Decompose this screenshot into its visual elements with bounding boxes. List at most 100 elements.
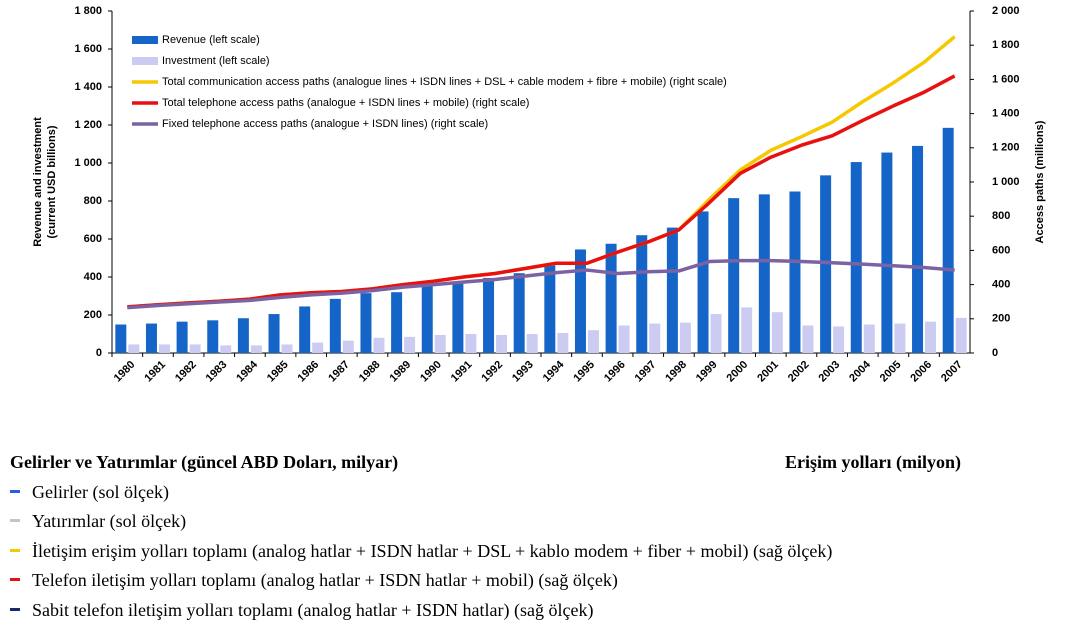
x-tick-label: 1986 [296,359,322,385]
bar [912,145,924,353]
line [127,74,956,309]
bar [666,227,678,353]
y-tick-label: 1 800 [74,5,102,17]
y2-tick-label: 800 [992,210,1010,222]
bar [237,318,249,353]
caption-item: İletişim erişim yolları toplamı (analog … [10,541,832,562]
bar [802,325,814,353]
x-tick-label: 1987 [326,359,352,385]
x-tick-label: 2004 [847,358,873,384]
x-tick-label: 1997 [633,359,659,385]
bar [942,127,954,353]
y-tick-label: 800 [84,195,102,207]
bar [710,314,722,353]
x-tick-label: 1993 [510,359,536,385]
bar [789,191,801,353]
chart: 0 200 400 600 800 1 000 1 200 1 400 1 600 1 800 0 2… [32,5,1046,385]
bar [649,323,661,353]
y2-tick-label: 200 [992,313,1010,325]
bar [250,345,262,353]
x-tick-label: 2001 [755,359,781,385]
bar [618,325,630,353]
bar [268,314,280,353]
caption-item: Yatırımlar (sol ölçek) [10,511,186,532]
x-tick-label: 1990 [418,359,444,385]
legend-label: Revenue (left scale) [162,34,260,46]
bar [299,306,311,353]
y-axis-title: Revenue and investment [32,117,44,247]
y2-tick-label: 0 [992,347,998,359]
bar [465,334,477,353]
y-tick-label: 400 [84,271,102,283]
x-tick-label: 1996 [602,359,628,385]
bar [850,162,862,353]
bar [452,281,464,353]
caption-item: Gelirler (sol ölçek) [10,482,169,503]
x-tick-label: 2002 [786,359,812,385]
bar [697,211,709,353]
bar [894,323,906,353]
legend-label: Total communication access paths (analog… [162,76,727,88]
bar [391,292,403,353]
bar [220,345,232,353]
bar [404,336,416,353]
bar [605,243,617,353]
bar [176,321,188,353]
y-tick-label: 1 600 [74,43,102,55]
caption-right-title: Erişim yolları (milyon) [785,452,961,472]
y2-tick-label: 600 [992,244,1010,256]
bar [207,320,219,353]
caption-item: Telefon iletişim yolları toplamı (analog… [10,570,618,591]
bar [342,340,354,353]
bar [496,334,508,353]
x-tick-label: 1988 [357,359,383,385]
legend-swatch [132,36,158,44]
bar [128,344,140,353]
x-tick-label: 2003 [816,359,842,385]
y2-tick-label: 400 [992,279,1010,291]
bar [544,265,556,353]
y-tick-label: 600 [84,233,102,245]
bar [557,333,569,353]
bar [679,322,691,353]
bar [115,324,127,353]
bar [587,330,599,353]
y2-tick-label: 1 400 [992,108,1020,120]
caption-left-title: Gelirler ve Yatırımlar (güncel ABD Dolar… [10,452,399,472]
bar [329,298,341,353]
bar [360,293,372,353]
y2-tick-label: 2 000 [992,5,1020,17]
y2-axis-title: Access paths (millions) [1034,120,1046,243]
caption-text: Yatırımlar (sol ölçek) [32,511,187,531]
x-tick-label: 2006 [908,359,934,385]
x-tick-label: 2000 [725,359,751,385]
bar [434,334,446,353]
caption-text: İletişim erişim yolları toplamı (analog … [32,541,833,561]
legend-swatch [132,57,158,65]
x-tick-label: 2007 [939,359,965,385]
y-axis-title: (current USD billions) [46,125,58,238]
bar [955,317,967,353]
legend-label: Fixed telephone access paths (analogue +… [162,118,488,130]
x-tick-label: 1994 [541,358,567,384]
bar [145,323,157,353]
x-tick-label: 1983 [204,359,230,385]
y-tick-label: 1 400 [74,81,102,93]
bar [312,342,324,353]
bar [728,198,740,353]
y2-tick-label: 1 600 [992,73,1020,85]
x-tick-label: 1992 [479,359,505,385]
y-tick-label: 1 000 [74,157,102,169]
bar [881,152,893,353]
x-tick-label: 1999 [694,359,720,385]
bar [636,235,648,353]
bar [373,337,385,353]
x-tick-label: 1989 [387,359,413,385]
y-tick-label: 200 [84,309,102,321]
bar [189,344,201,353]
legend-label: Total telephone access paths (analogue +… [162,97,529,109]
line [127,258,955,310]
caption-text: Sabit telefon iletişim yolları toplamı (… [32,600,594,620]
x-tick-label: 1998 [663,359,689,385]
